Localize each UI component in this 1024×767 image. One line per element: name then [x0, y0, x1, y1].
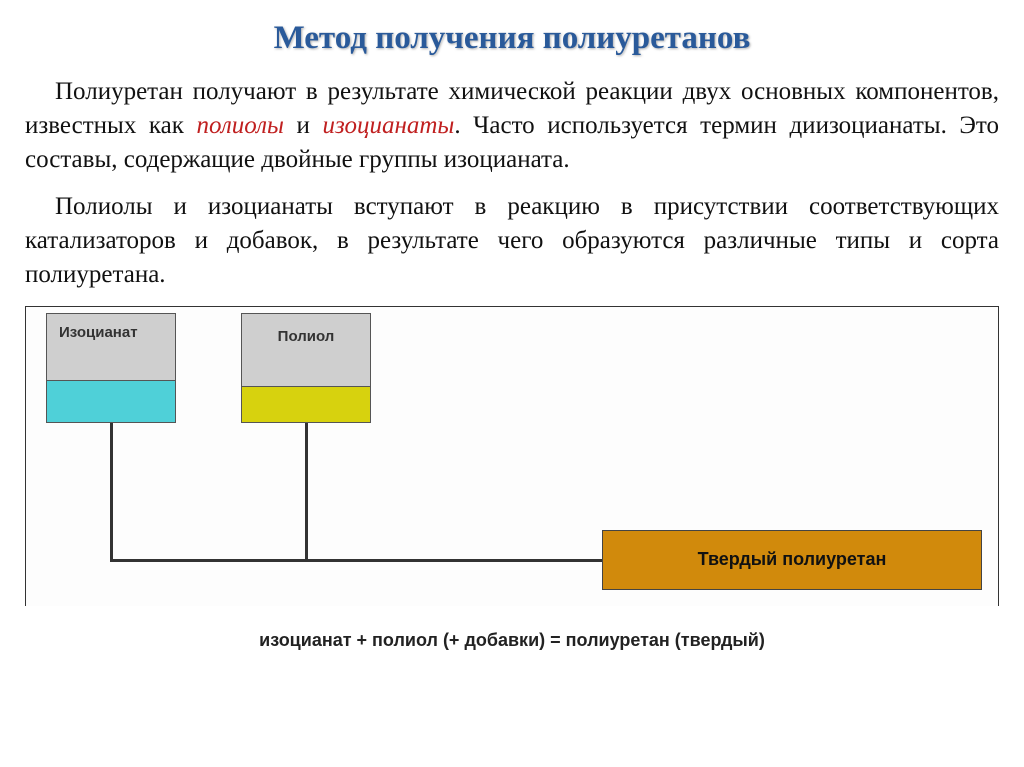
tank-isocyanate-label: Изоцианат [47, 314, 175, 380]
highlight-polyols: полиолы [196, 112, 284, 139]
tank-isocyanate-fill [47, 380, 175, 422]
para1-text-b: и [284, 112, 323, 139]
pipe-line [110, 423, 113, 561]
tank-polyol: Полиол [241, 313, 371, 423]
tank-polyol-label: Полиол [242, 314, 370, 386]
result-label: Твердый полиуретан [698, 549, 887, 570]
highlight-isocyanates: изоцианаты [323, 112, 455, 139]
paragraph-1: Полиуретан получают в результате химичес… [25, 75, 999, 176]
tank-polyol-fill [242, 386, 370, 422]
pipe-line [110, 559, 650, 562]
equation-text: изоцианат + полиол (+ добавки) = полиуре… [25, 630, 999, 651]
tank-isocyanate: Изоцианат [46, 313, 176, 423]
slide-title: Метод получения полиуретанов [25, 20, 999, 57]
process-diagram: Изоцианат Полиол Твердый полиуретан [25, 306, 999, 606]
result-box: Твердый полиуретан [602, 530, 982, 590]
paragraph-2: Полиолы и изоцианаты вступают в реакцию … [25, 190, 999, 291]
pipe-line [305, 423, 308, 561]
slide: Метод получения полиуретанов Полиуретан … [0, 0, 1024, 767]
